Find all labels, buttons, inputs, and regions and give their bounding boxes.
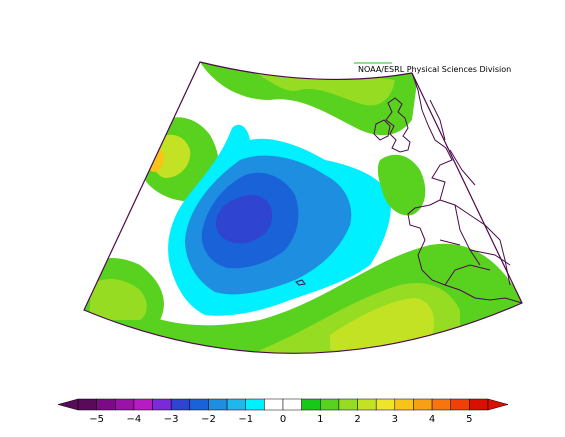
east-green-region	[377, 154, 426, 216]
colorbar-segment	[96, 398, 116, 411]
colorbar-segment	[282, 398, 302, 411]
colorbar-segment	[264, 398, 284, 411]
colorbar-tick-label: 1	[317, 414, 323, 425]
colorbar-segment	[208, 398, 228, 411]
colorbar-tick-label: 5	[466, 414, 472, 425]
colorbar-tick-label: −4	[127, 414, 142, 425]
island-outline	[295, 279, 306, 286]
norway-coastline	[411, 72, 429, 126]
south-green-band	[84, 243, 522, 354]
colorbar-segment	[338, 398, 358, 411]
colorbar-tick-label: −3	[164, 414, 179, 425]
colorbar	[57, 398, 509, 411]
south-yellow-green-region	[330, 298, 435, 350]
colorbar-tick-label: 2	[354, 414, 360, 425]
colorbar-segment	[413, 398, 433, 411]
colorbar-segment	[431, 398, 451, 411]
colorbar-segment	[133, 398, 153, 411]
credit-text: NOAA/ESRL Physical Sciences Division	[358, 65, 511, 74]
central-dark-blue-core	[215, 194, 273, 244]
colorbar-tick-label: 4	[429, 414, 435, 425]
colorbar-segment	[469, 398, 489, 411]
map-plot-area	[83, 61, 523, 354]
colorbar-tick-label: −1	[238, 414, 253, 425]
colorbar-segment	[152, 398, 172, 411]
colorbar-segment	[77, 398, 97, 411]
european-borders	[439, 199, 511, 286]
colorbar-segment	[394, 398, 414, 411]
colorbar-tick-label: 3	[392, 414, 398, 425]
colorbar-segment	[301, 398, 321, 411]
colorbar-tick-label: −5	[89, 414, 104, 425]
colorbar-high-arrow	[487, 398, 509, 411]
colorbar-segment	[450, 398, 470, 411]
colorbar-segment	[245, 398, 265, 411]
coastlines	[295, 72, 523, 304]
southwest-light-green-region	[90, 278, 147, 320]
colorbar-segment	[375, 398, 396, 411]
colorbar-segment	[115, 398, 135, 411]
colorbar-segment	[320, 398, 340, 411]
colorbar-segment	[189, 398, 209, 411]
ireland-coastline	[373, 119, 391, 141]
colorbar-low-arrow	[57, 398, 79, 411]
scandinavia-borders	[429, 99, 476, 186]
colorbar-tick-labels: −5 −4 −3 −2 −1 0 1 2 3 4 5	[89, 414, 472, 425]
colorbar-segment	[170, 398, 191, 411]
uk-coastline	[385, 97, 411, 153]
colorbar-segment	[357, 398, 377, 411]
europe-coastline	[407, 124, 523, 304]
colorbar-segment	[226, 398, 246, 411]
colorbar-tick-label: 0	[280, 414, 286, 425]
map-sector-boundary	[83, 61, 523, 354]
colorbar-tick-label: −2	[201, 414, 216, 425]
